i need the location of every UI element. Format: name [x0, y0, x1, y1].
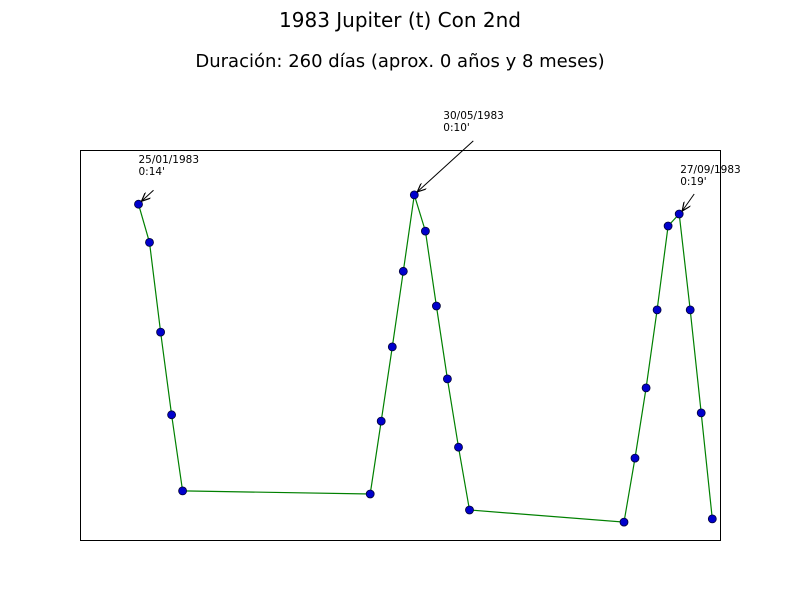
data-point — [376, 416, 386, 426]
data-point — [178, 486, 188, 496]
chart-title: 1983 Jupiter (t) Con 2nd — [279, 8, 521, 32]
data-point — [652, 305, 662, 315]
data-point — [685, 305, 695, 315]
annotation-date: 30/05/1983 — [443, 110, 504, 122]
data-point — [145, 237, 154, 247]
data-point — [454, 442, 463, 452]
data-point — [387, 342, 397, 352]
data-point — [641, 383, 651, 393]
data-point — [619, 517, 629, 527]
series-line — [137, 194, 713, 523]
data-point — [156, 327, 166, 337]
data-point — [420, 226, 430, 236]
axes-frame — [80, 150, 721, 541]
data-point — [398, 266, 408, 276]
data-point — [663, 221, 673, 231]
annotation-value: 0:19' — [680, 176, 706, 188]
data-point — [696, 408, 706, 418]
annotation-value: 0:14' — [139, 166, 165, 178]
data-point — [134, 199, 143, 209]
chart-subtitle: Duración: 260 días (aprox. 0 años y 8 me… — [195, 51, 605, 72]
data-point — [167, 410, 177, 420]
data-point — [409, 190, 419, 200]
data-point — [431, 301, 441, 311]
annotation-value: 0:10' — [443, 122, 469, 134]
annotation-arrow — [417, 140, 474, 192]
data-point — [365, 489, 375, 499]
series-layer — [137, 194, 713, 523]
annotation-arrow — [682, 193, 695, 211]
data-point — [707, 514, 717, 524]
data-point — [442, 374, 452, 384]
data-point — [465, 505, 474, 515]
annotation-arrow — [142, 189, 154, 201]
marker-layer — [134, 190, 717, 527]
annotation-date: 27/09/1983 — [680, 164, 741, 176]
data-point — [630, 453, 640, 463]
annotation-date: 25/01/1983 — [139, 154, 200, 166]
data-point — [674, 209, 684, 219]
